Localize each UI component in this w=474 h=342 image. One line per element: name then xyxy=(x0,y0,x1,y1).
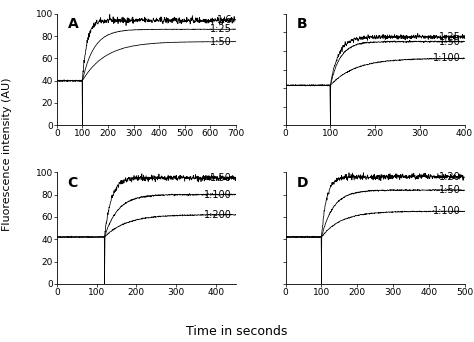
Text: 1:25: 1:25 xyxy=(210,24,232,34)
Text: 1:50: 1:50 xyxy=(210,37,232,47)
Text: 1:20: 1:20 xyxy=(439,172,461,182)
Text: D: D xyxy=(296,175,308,189)
Text: 1:50: 1:50 xyxy=(210,173,232,183)
Text: A: A xyxy=(68,17,78,31)
Text: 1:100: 1:100 xyxy=(433,206,461,216)
Text: 1:200: 1:200 xyxy=(204,210,232,220)
Text: 1:100: 1:100 xyxy=(433,53,461,63)
Text: 1:6: 1:6 xyxy=(217,15,232,25)
Text: 1:100: 1:100 xyxy=(204,189,232,199)
Text: C: C xyxy=(68,175,78,189)
Text: 1:25: 1:25 xyxy=(439,32,461,42)
Text: 1:50: 1:50 xyxy=(439,37,461,47)
Text: 1:50: 1:50 xyxy=(439,185,461,195)
Text: B: B xyxy=(296,17,307,31)
Text: Fluorescence intensity (AU): Fluorescence intensity (AU) xyxy=(2,77,12,231)
Text: Time in seconds: Time in seconds xyxy=(186,325,288,338)
